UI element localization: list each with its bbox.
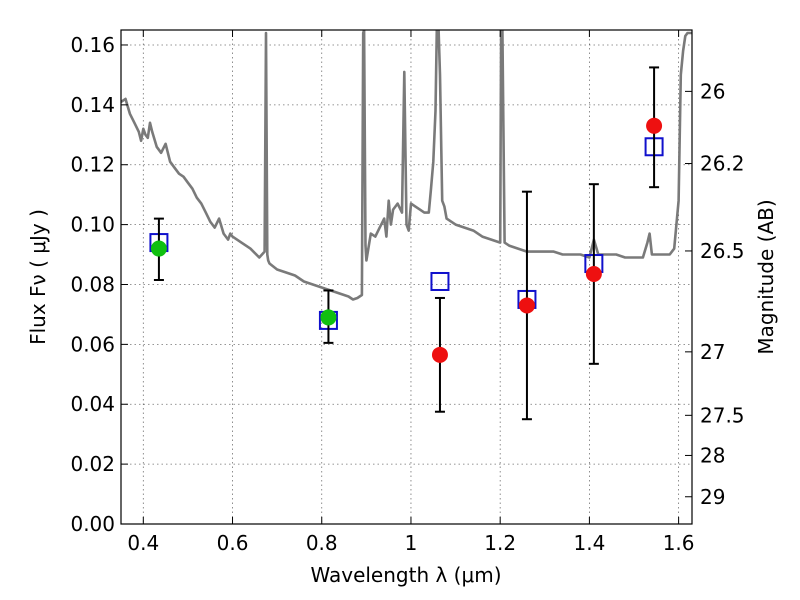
right-tick-label: 27.5 <box>700 403 745 427</box>
right-tick-label: 26.5 <box>700 239 745 263</box>
measured-point <box>646 117 663 134</box>
x-tick-label: 1.6 <box>663 531 695 555</box>
right-tick-label: 28 <box>700 443 725 467</box>
y-tick-label: 0.00 <box>70 512 115 536</box>
y-tick-label: 0.16 <box>70 33 115 57</box>
x-tick-label: 0.4 <box>127 531 159 555</box>
x-axis-label: Wavelength λ (μm) <box>310 563 501 587</box>
x-tick-label: 1.2 <box>484 531 516 555</box>
y-tick-label: 0.14 <box>70 93 115 117</box>
right-tick-label: 29 <box>700 485 725 509</box>
measured-point <box>518 297 535 314</box>
model-square-marker <box>430 271 450 291</box>
measured-point <box>431 346 448 363</box>
x-tick-label: 1.4 <box>573 531 605 555</box>
photometry-layer <box>149 66 664 421</box>
measured-point <box>150 240 167 257</box>
spectrum-curve <box>121 30 692 301</box>
grid-lines <box>121 30 692 525</box>
measured-point <box>585 266 602 283</box>
y-tick-label: 0.02 <box>70 452 115 476</box>
measured-point <box>320 309 337 326</box>
x-tick-label: 0.6 <box>217 531 249 555</box>
right-tick-label: 26.2 <box>700 152 745 176</box>
y-tick-label: 0.10 <box>70 213 115 237</box>
x-tick-label: 1 <box>405 531 418 555</box>
y-tick-label: 0.04 <box>70 392 115 416</box>
axis-ticks: 0.4 0.6 0.8 1 1.2 1.4 1.6 0.00 0.02 0.04 0.06 0.08 0… <box>70 30 745 555</box>
y-axis-label: Flux Fν ( μJy ) <box>26 209 50 345</box>
y-tick-label: 0.06 <box>70 332 115 356</box>
right-tick-label: 27 <box>700 340 725 364</box>
plot-frame <box>120 29 693 525</box>
right-tick-label: 26 <box>700 79 725 103</box>
right-axis-label: Magnitude (AB) <box>754 199 778 354</box>
y-tick-label: 0.12 <box>70 153 115 177</box>
y-tick-label: 0.08 <box>70 272 115 296</box>
spectrum-layer <box>121 30 692 301</box>
x-tick-label: 0.8 <box>306 531 338 555</box>
